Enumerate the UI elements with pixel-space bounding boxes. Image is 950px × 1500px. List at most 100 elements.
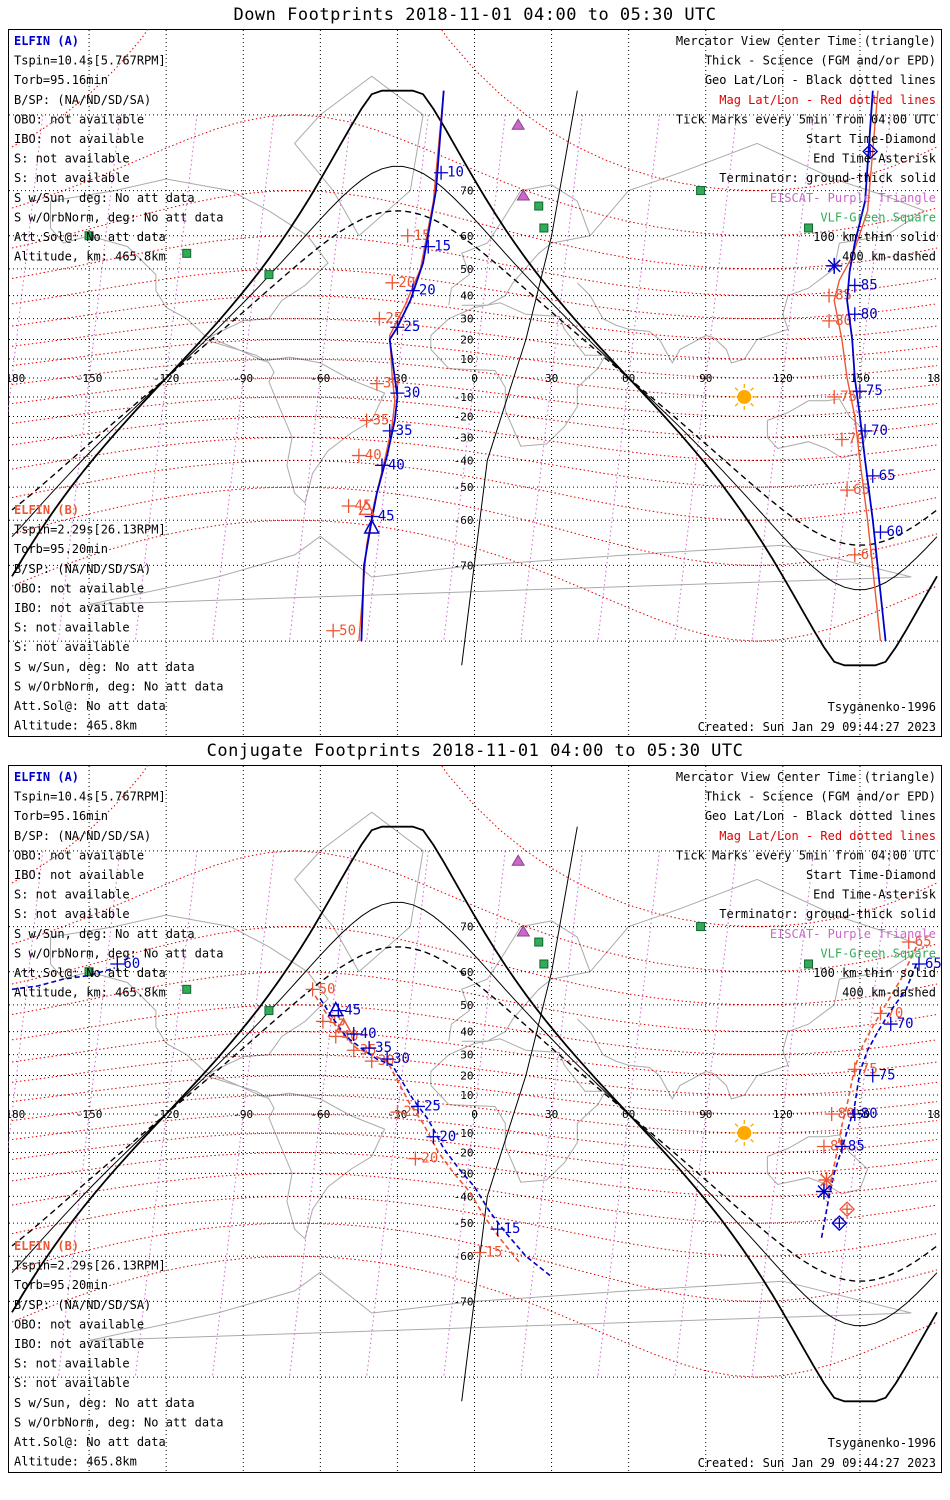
mag-lat-line: [11, 358, 938, 398]
tick-mark: [865, 146, 876, 157]
vlf-square-icon: [804, 959, 814, 969]
track-time-label: 75: [861, 1061, 878, 1077]
tick-mark: [369, 376, 384, 391]
center-time-triangle-icon: [327, 1001, 345, 1017]
map-layers: -180-150-120-90-60-300306090120150180706…: [8, 765, 942, 1472]
legend-line: VLF-Green Square: [820, 210, 936, 224]
mag-lon-line: [211, 850, 275, 1378]
track-time-label: 70: [897, 1016, 914, 1032]
tick-mark: [865, 1068, 880, 1083]
coast-outline: [430, 302, 607, 447]
model-label: Tsyganenko-1996: [828, 700, 936, 714]
track-time-label: 50: [319, 981, 336, 997]
lon-tick-label: 120: [773, 372, 793, 385]
lat-tick-label: 30: [460, 313, 473, 326]
coast-outline: [766, 1134, 869, 1195]
tick-mark: [408, 1151, 423, 1166]
mag-lon-line: [674, 114, 738, 642]
geo-grid: [9, 766, 941, 1472]
mag-lon-line: [134, 114, 198, 642]
lon-tick-label: -120: [153, 1108, 180, 1121]
lon-tick-label: -180: [8, 372, 25, 385]
elfin-a-info: S w/OrbNorm, deg: No att data: [14, 210, 224, 224]
elfin-a-info: Torb=95.16min: [14, 809, 108, 823]
lon-tick-label: -60: [310, 1108, 330, 1121]
lat-tick-label: 40: [460, 290, 473, 303]
lat-tick-label: -60: [454, 1250, 474, 1263]
elfin-a-info: OBO: not available: [14, 112, 144, 126]
tick-mark: [341, 498, 356, 513]
lon-tick-label: -120: [153, 372, 180, 385]
elfin-b-info: B/SP: (NA/ND/SD/SA): [14, 562, 151, 576]
sun-icon: [737, 389, 752, 404]
track-time-label: 80: [861, 306, 878, 322]
lon-tick-label: 120: [773, 1108, 793, 1121]
track-time-label: 40: [388, 457, 405, 473]
map-layers: -180-150-120-90-60-300306090120150180706…: [8, 29, 942, 736]
tick-mark: [865, 468, 880, 483]
elfin-b-info: Tspin=2.29s[26.13RPM]: [14, 523, 166, 537]
tick-mark: [426, 1129, 441, 1144]
tick-mark: [822, 288, 837, 303]
track-time-label: 35: [396, 423, 413, 439]
elfin-a-info: IBO: not available: [14, 132, 144, 146]
legend-line: Terminator: ground-thick solid: [719, 907, 936, 921]
elfin-a-info: B/SP: (NA/ND/SD/SA): [14, 93, 151, 107]
tick-mark: [842, 1204, 853, 1215]
elfin-a-info: Tspin=10.4s[5.767RPM]: [14, 790, 166, 804]
track-time-label: 20: [398, 275, 415, 291]
lon-tick-label: 30: [545, 1108, 558, 1121]
lon-tick-label: 30: [545, 372, 558, 385]
tick-mark: [834, 1139, 849, 1154]
vlf-square-icon: [84, 967, 94, 977]
legend-line: 100 km-thin solid: [813, 230, 936, 244]
tick-mark: [351, 448, 366, 463]
tick-mark: [315, 1014, 330, 1029]
lat-tick-label: -30: [454, 1167, 474, 1180]
elfin-a-info: ELFIN (A): [14, 34, 79, 48]
elfin-a-track-nw: [11, 967, 116, 991]
bottom-panel-title: Conjugate Footprints 2018-11-01 04:00 to…: [206, 741, 744, 761]
lon-tick-label: -150: [76, 372, 103, 385]
lon-tick-label: 0: [471, 1108, 478, 1121]
elfin-a-track-east: [846, 90, 887, 642]
elfin-a-info: IBO: not available: [14, 868, 144, 882]
mag-lon-line: [828, 850, 892, 1378]
coast-outline: [293, 811, 424, 973]
elfin-b-info: IBO: not available: [14, 601, 144, 615]
vlf-square-icon: [534, 201, 544, 211]
sun-icon: [737, 1125, 752, 1140]
track-time-label: 35: [375, 1040, 392, 1056]
mag-lat-line: [11, 235, 938, 297]
vlf-square-icon: [804, 223, 814, 233]
track-time-label: 65: [879, 468, 896, 484]
tick-mark: [490, 1222, 505, 1237]
elfin-a-track: [360, 90, 445, 642]
lat-tick-label: -20: [454, 410, 474, 423]
lon-tick-label: -60: [310, 372, 330, 385]
mag-lat-line: [11, 1031, 938, 1077]
tick-mark: [390, 320, 405, 335]
model-label: Tsyganenko-1996: [828, 1436, 936, 1450]
legend-line: EISCAT- Purple Triangle: [770, 191, 936, 205]
elfin-b-info: ELFIN (B): [14, 503, 79, 517]
down-footprints-map: -180-150-120-90-60-300306090120150180706…: [8, 29, 942, 737]
lat-tick-label: 70: [460, 185, 473, 198]
lat-tick-label: -60: [454, 514, 474, 527]
tick-mark: [912, 956, 927, 971]
top-panel-title: Down Footprints 2018-11-01 04:00 to 05:3…: [233, 5, 717, 25]
lat-tick-label: 70: [460, 921, 473, 934]
end-asterisk-icon: [826, 257, 843, 274]
center-time-triangle-icon: [335, 1017, 352, 1033]
track-time-label: 65: [925, 956, 942, 972]
elfin-b-info: Altitude: 465.8km: [14, 719, 137, 733]
tick-mark: [110, 956, 125, 971]
track-time-label: 35: [373, 413, 390, 429]
lat-tick-label: -20: [454, 1146, 474, 1159]
track-time-label: 70: [871, 423, 888, 439]
elfin-b-info: S: not available: [14, 640, 130, 654]
eiscat-triangle-icon: [516, 924, 531, 937]
track-time-label: 50: [339, 623, 356, 639]
lat-tick-label: 60: [460, 966, 473, 979]
lat-tick-label: 50: [460, 263, 473, 276]
